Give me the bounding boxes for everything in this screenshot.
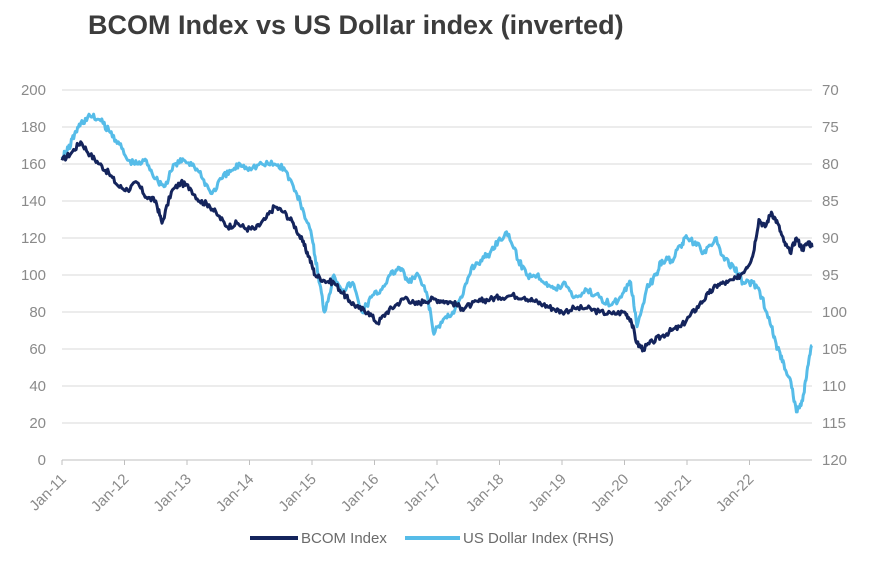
- x-tick-label: Jan-15: [275, 471, 319, 515]
- series-line-usd: [60, 112, 813, 414]
- series-line-bcom: [60, 140, 814, 353]
- right-tick-label: 75: [822, 119, 839, 136]
- right-tick-label: 110: [822, 378, 846, 395]
- right-tick-label: 85: [822, 193, 839, 210]
- right-tick-label: 90: [822, 230, 839, 247]
- left-tick-label: 160: [21, 156, 46, 173]
- x-tick-label: Jan-12: [88, 471, 132, 515]
- left-tick-label: 20: [29, 415, 46, 432]
- left-tick-label: 40: [29, 378, 46, 395]
- left-tick-label: 0: [38, 452, 46, 469]
- x-axis-ticks: Jan-11 Jan-12 Jan-13 Jan-14 Jan-15 Jan-16 Jan-…: [26, 460, 757, 515]
- right-tick-label: 95: [822, 267, 839, 284]
- left-axis-ticks: 0 20 40 60 80 100 120 140 160 180 200: [21, 82, 46, 469]
- right-tick-label: 80: [822, 156, 839, 173]
- left-tick-label: 60: [29, 341, 46, 358]
- x-tick-label: Jan-20: [588, 471, 632, 515]
- x-tick-label: Jan-16: [338, 471, 382, 515]
- left-tick-label: 140: [21, 193, 46, 210]
- right-tick-label: 105: [822, 341, 847, 358]
- x-tick-label: Jan-14: [213, 471, 257, 515]
- series-lines: [60, 112, 814, 414]
- x-tick-label: Jan-19: [525, 471, 569, 515]
- x-tick-label: Jan-13: [150, 471, 194, 515]
- right-axis-ticks: 70 75 80 85 90 95 100 105 110 115 120: [822, 82, 847, 469]
- left-tick-label: 100: [21, 267, 46, 284]
- x-tick-label: Jan-22: [713, 471, 757, 515]
- right-tick-label: 120: [822, 452, 847, 469]
- chart-title: BCOM Index vs US Dollar index (inverted): [88, 10, 624, 40]
- right-tick-label: 100: [822, 304, 847, 321]
- right-tick-label: 115: [822, 415, 846, 432]
- x-tick-label: Jan-18: [463, 471, 507, 515]
- right-tick-label: 70: [822, 82, 839, 99]
- x-tick-label: Jan-11: [26, 471, 70, 515]
- left-tick-label: 180: [21, 119, 46, 136]
- legend-label: US Dollar Index (RHS): [463, 530, 614, 547]
- legend: BCOM Index US Dollar Index (RHS): [250, 530, 614, 547]
- left-tick-label: 200: [21, 82, 46, 99]
- legend-label: BCOM Index: [301, 530, 387, 547]
- gridlines: [62, 89, 812, 424]
- left-tick-label: 80: [29, 304, 46, 321]
- x-tick-label: Jan-21: [650, 471, 694, 515]
- x-tick-label: Jan-17: [400, 471, 444, 515]
- left-tick-label: 120: [21, 230, 46, 247]
